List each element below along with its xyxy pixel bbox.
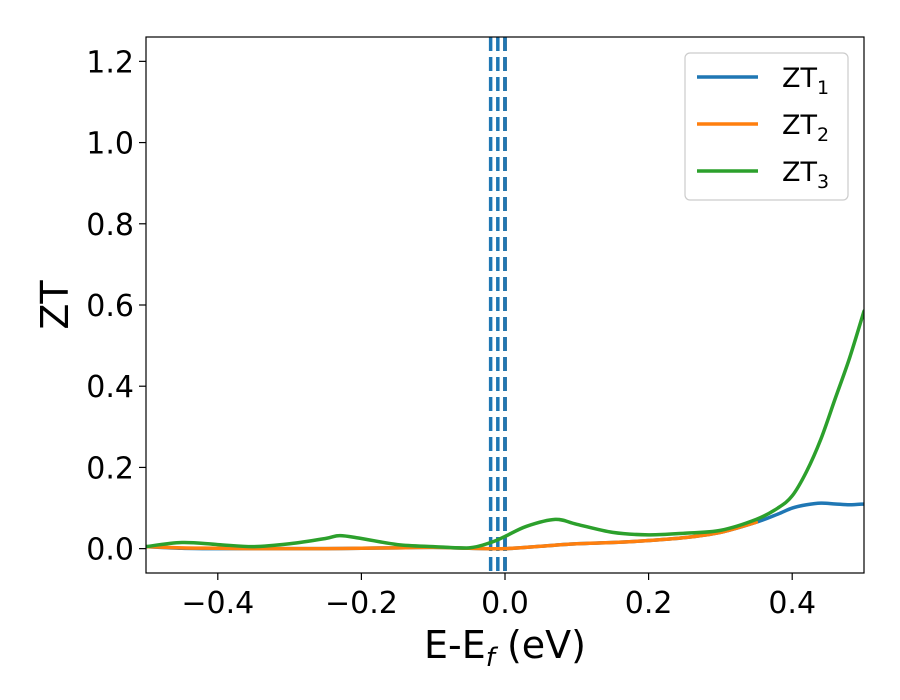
y-tick-label: 1.0 xyxy=(86,127,134,162)
y-tick-label: 0.0 xyxy=(86,533,134,568)
y-tick-label: 0.8 xyxy=(86,208,134,243)
series-lines xyxy=(146,309,864,551)
legend-label-subscript: 2 xyxy=(817,124,829,146)
x-axis-title-main: E-E xyxy=(424,623,486,667)
legend-label-subscript: 3 xyxy=(817,171,829,193)
x-tick-label: 0.0 xyxy=(481,586,529,621)
y-tick-label: 0.6 xyxy=(86,289,134,324)
legend-label-zt1: ZT1 xyxy=(782,63,829,99)
y-tick-label: 0.4 xyxy=(86,370,134,405)
x-tick-label: −0.4 xyxy=(181,586,254,621)
x-tick-label: 0.2 xyxy=(625,586,673,621)
x-tick-label: −0.2 xyxy=(325,586,398,621)
x-axis-title-unit: (eV) xyxy=(495,623,586,667)
series-line-zt3 xyxy=(146,309,864,550)
x-tick-label: 0.4 xyxy=(768,586,816,621)
legend-label-subscript: 1 xyxy=(817,77,829,99)
x-axis-title: E-Ef (eV) xyxy=(424,623,586,673)
legend-label-zt2: ZT2 xyxy=(782,110,829,146)
legend-label-main: ZT xyxy=(782,110,817,141)
y-axis-title: ZT xyxy=(33,280,77,330)
x-axis: −0.4 −0.2 0.0 0.2 0.4 xyxy=(181,573,816,621)
vertical-lines xyxy=(488,37,507,573)
y-tick-label: 0.2 xyxy=(86,451,134,486)
legend-box xyxy=(684,52,849,201)
legend-label-main: ZT xyxy=(782,157,817,188)
legend-label-zt3: ZT3 xyxy=(782,157,829,193)
legend-label-main: ZT xyxy=(782,63,817,94)
y-tick-label: 1.2 xyxy=(86,45,134,80)
y-axis: 0.0 0.2 0.4 0.6 0.8 1.0 1.2 xyxy=(86,45,146,568)
